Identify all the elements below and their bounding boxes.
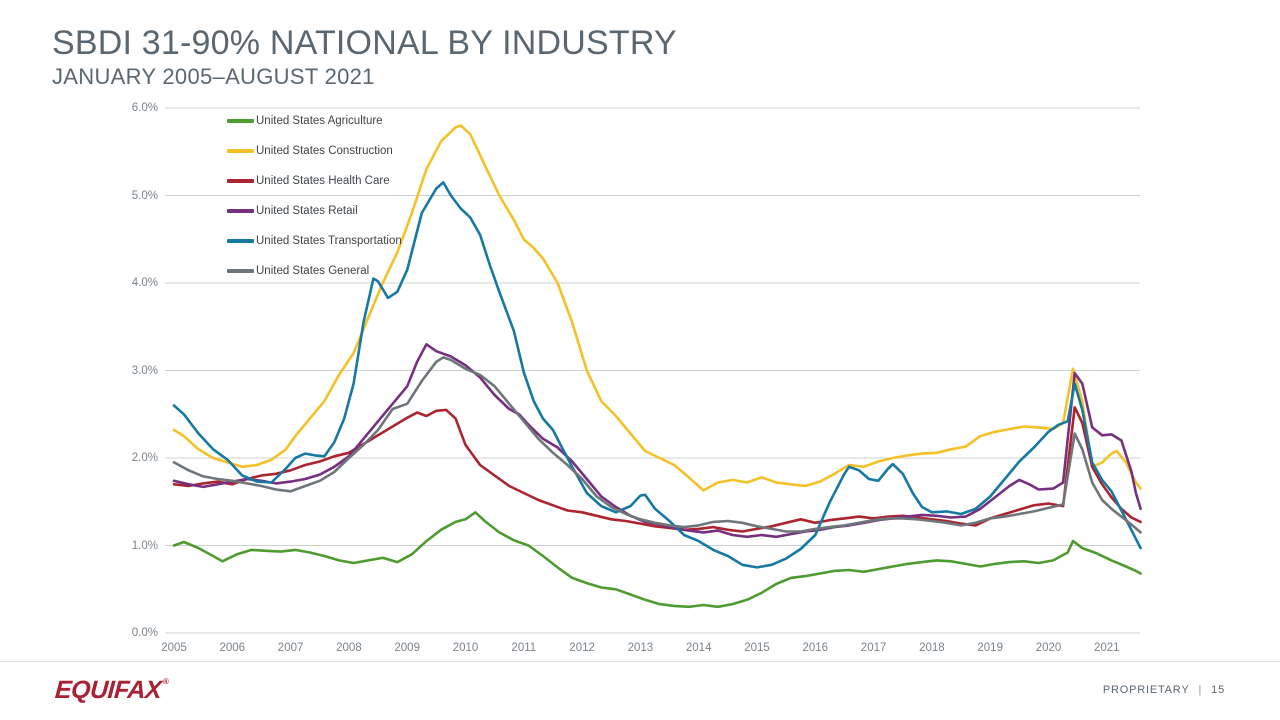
legend-swatch-icon — [227, 269, 254, 273]
series-line-united-states-transportation — [172, 181, 1142, 569]
legend-label: United States General — [256, 265, 370, 277]
x-tick-label: 2021 — [1094, 642, 1120, 654]
proprietary-label: PROPRIETARY — [1102, 684, 1190, 696]
footer-divider — [0, 661, 1280, 662]
y-tick-label: 4.0% — [131, 277, 158, 289]
legend-label: United States Agriculture — [256, 115, 383, 127]
x-tick-label: 2010 — [452, 642, 479, 654]
legend-item: United States Agriculture — [227, 106, 402, 136]
page-number: 15 — [1211, 684, 1225, 696]
series-line-united-states-construction — [172, 124, 1142, 492]
legend-item: United States Construction — [227, 136, 402, 166]
legend-item: United States Health Care — [227, 166, 402, 196]
y-tick-label: 1.0% — [131, 539, 158, 552]
y-tick-label: 5.0% — [131, 189, 158, 202]
x-tick-label: 2012 — [569, 642, 595, 654]
legend-swatch-icon — [227, 239, 254, 243]
series-line-united-states-agriculture — [172, 510, 1142, 609]
legend-item: United States General — [227, 256, 402, 286]
legend-swatch-icon — [227, 179, 254, 183]
footer-separator: | — [1198, 684, 1203, 696]
x-tick-label: 2005 — [161, 642, 187, 654]
y-tick-label: 0.0% — [131, 627, 158, 639]
registered-trademark-icon: ® — [162, 677, 170, 686]
slide-subtitle: JANUARY 2005–AUGUST 2021 — [52, 64, 375, 89]
series-line-united-states-general — [172, 356, 1142, 534]
x-tick-label: 2014 — [685, 642, 712, 654]
x-tick-label: 2018 — [919, 642, 945, 654]
legend-swatch-icon — [227, 149, 254, 153]
x-tick-label: 2011 — [511, 642, 537, 654]
x-tick-label: 2017 — [860, 642, 887, 654]
x-tick-label: 2019 — [977, 642, 1003, 654]
legend-label: United States Construction — [256, 145, 393, 157]
series-line-united-states-retail — [172, 342, 1142, 539]
x-tick-label: 2016 — [802, 642, 829, 654]
x-tick-label: 2009 — [394, 642, 420, 654]
y-tick-label: 2.0% — [131, 452, 158, 464]
x-tick-label: 2015 — [744, 642, 770, 654]
legend-item: United States Transportation — [227, 226, 402, 256]
x-tick-label: 2006 — [219, 642, 246, 654]
slide-title: SBDI 31-90% NATIONAL BY INDUSTRY — [52, 24, 677, 62]
x-tick-label: 2008 — [336, 642, 362, 654]
equifax-logo: EQUIFAX® — [54, 676, 169, 705]
y-tick-label: 6.0% — [131, 102, 158, 114]
legend-item: United States Retail — [227, 196, 402, 226]
series-line-united-states-health-care — [172, 405, 1142, 533]
x-tick-label: 2020 — [1035, 642, 1062, 654]
x-tick-label: 2013 — [627, 642, 654, 654]
legend-label: United States Retail — [256, 205, 358, 217]
legend-swatch-icon — [227, 119, 254, 123]
x-tick-label: 2007 — [277, 642, 304, 654]
footer-proprietary: PROPRIETARY | 15 — [1103, 684, 1225, 696]
chart-legend: United States Agriculture United States C… — [227, 106, 402, 286]
legend-label: United States Health Care — [256, 175, 390, 187]
legend-swatch-icon — [227, 209, 254, 213]
equifax-logo-text: EQUIFAX — [54, 676, 163, 704]
legend-label: United States Transportation — [256, 235, 402, 247]
y-tick-label: 3.0% — [131, 364, 158, 377]
